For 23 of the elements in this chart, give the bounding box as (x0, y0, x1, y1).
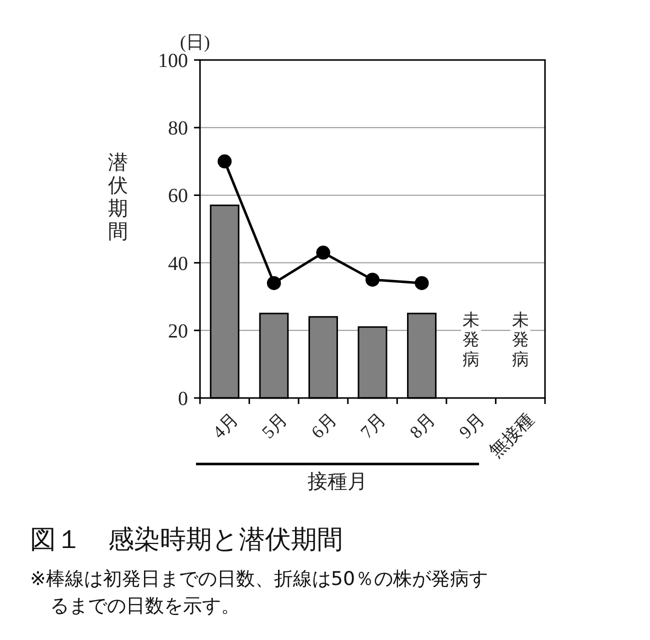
y-tick-label: 0 (178, 388, 188, 410)
y-tick-label: 80 (168, 118, 188, 140)
x-tick-label: 5月 (258, 409, 292, 442)
text: 図１ 感染時期と潜伏期間 (30, 525, 343, 555)
annotation: 未発病 (512, 310, 529, 369)
point (266, 276, 281, 290)
point (414, 276, 429, 290)
annotation: 未発病 (462, 310, 480, 369)
y-tick-label: 100 (158, 50, 188, 72)
x-axis-title: 接種月 (308, 471, 368, 493)
x-tick-label: 4月 (208, 409, 242, 442)
y-tick-label: 60 (168, 185, 188, 208)
y-tick-label: 20 (168, 320, 188, 342)
y-tick-label: 40 (168, 252, 188, 275)
x-tick-label: 6月 (307, 409, 340, 442)
point (366, 272, 380, 287)
point (218, 154, 232, 168)
point (316, 246, 330, 260)
text: (日) (180, 32, 210, 52)
x-tick-label: 8月 (406, 409, 440, 442)
text: ※棒線は初発日までの日数、折線は50％の株が発病するまでの日数を示す。 (30, 568, 488, 617)
x-tick-label: 7月 (356, 409, 390, 442)
y-axis-title: 潜伏期間 (108, 152, 128, 243)
